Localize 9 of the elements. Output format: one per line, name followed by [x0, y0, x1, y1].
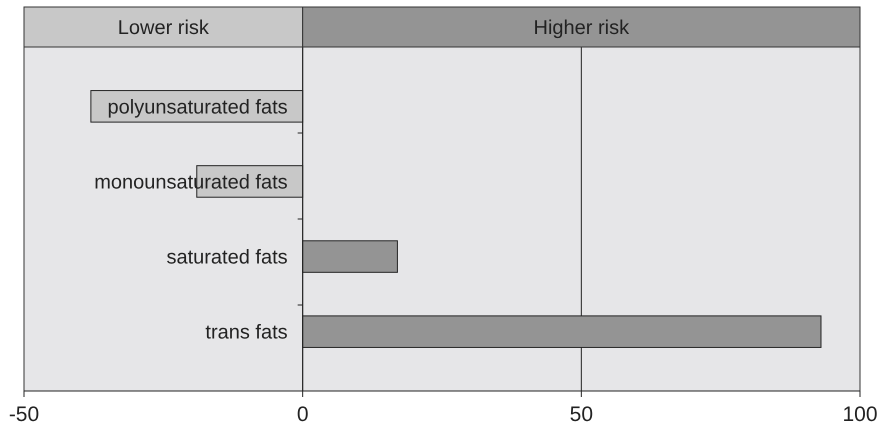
x-tick-label: 50 [570, 403, 594, 426]
y-tick-label: polyunsaturated fats [108, 96, 288, 118]
x-tick-label: -50 [8, 403, 40, 426]
text: Lower risk [118, 17, 210, 39]
text: Higher risk [534, 17, 630, 39]
x-tick-label: 100 [842, 403, 878, 426]
y-tick-label: trans fats [205, 322, 288, 344]
x-tick-label: 0 [296, 403, 309, 426]
y-tick-label: saturated fats [166, 246, 288, 269]
